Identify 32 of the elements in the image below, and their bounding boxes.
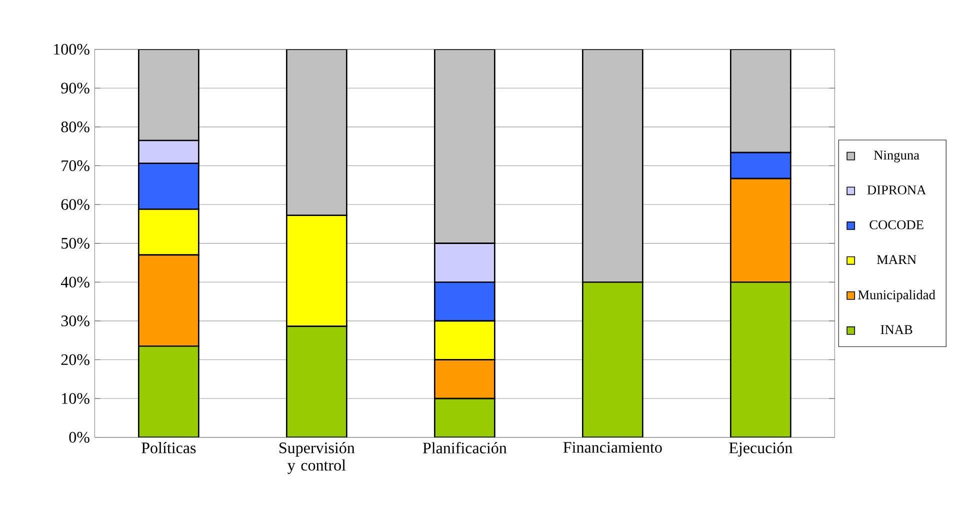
x-tick-label: Financiamiento — [563, 442, 662, 453]
y-tick-label: 100% — [54, 44, 90, 55]
y-tick-label: 10% — [62, 393, 90, 404]
y-tick-label: 70% — [62, 160, 90, 172]
y-tick-label: 60% — [61, 199, 90, 210]
legend-label: COCODE — [870, 220, 924, 230]
bar — [286, 326, 348, 438]
y-tick-label: 20% — [61, 354, 90, 366]
legend-label: DIPRONA — [867, 185, 926, 194]
y-tick-label: 50% — [62, 238, 90, 249]
legend-label: Municipalidad — [858, 290, 936, 302]
legend-label: Ninguna — [874, 150, 920, 162]
bar — [582, 281, 644, 438]
x-tick-label: Planificación — [422, 442, 507, 454]
legend-label: MARN — [876, 255, 916, 264]
x-tick-label: Ejecución — [729, 442, 792, 457]
bar — [434, 49, 496, 244]
y-tick-label: 40% — [60, 276, 90, 288]
x-tick-label: Supervisión y control — [280, 442, 355, 474]
bar — [138, 49, 200, 142]
y-tick-label: 30% — [61, 315, 90, 326]
bar — [138, 345, 200, 438]
y-tick-label: 80% — [61, 121, 90, 132]
legend-label: INAB — [880, 325, 912, 334]
bar — [434, 398, 496, 438]
y-tick-label: 90% — [61, 82, 90, 94]
bar — [730, 49, 792, 154]
bar — [582, 49, 644, 283]
bar — [730, 281, 792, 438]
y-tick-label: 0% — [69, 432, 90, 443]
x-tick-label: Políticas — [142, 442, 196, 454]
bar — [286, 49, 348, 216]
